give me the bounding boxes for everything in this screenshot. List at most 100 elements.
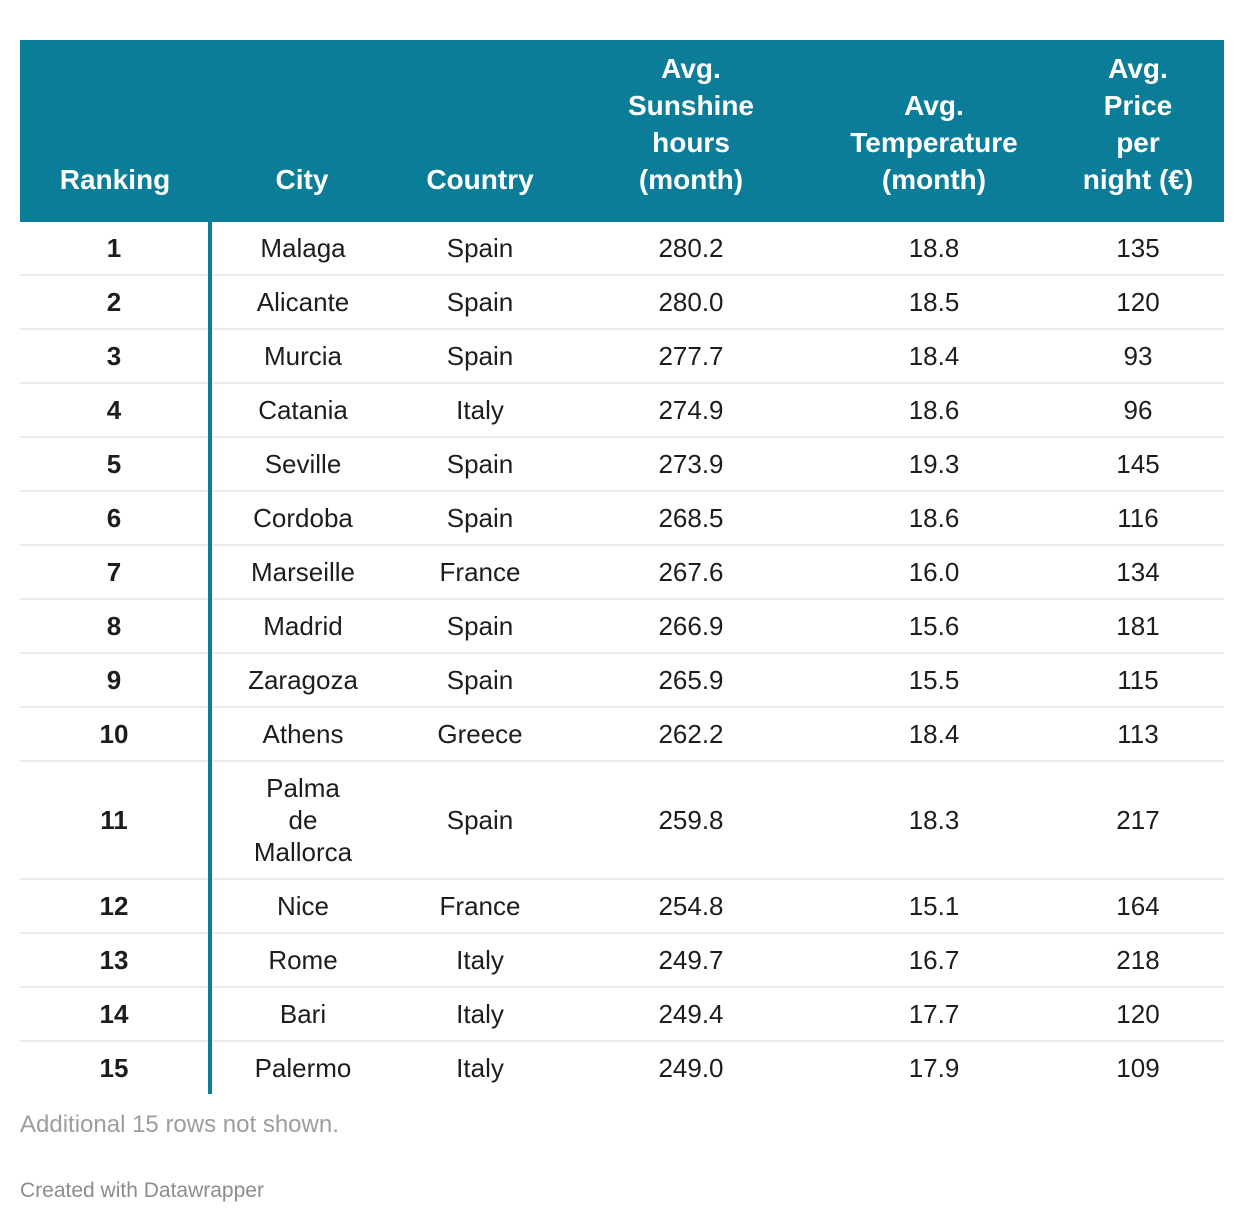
cell-ranking: 6 — [20, 491, 210, 546]
cell-sunshine: 277.7 — [566, 329, 816, 384]
cell-sunshine: 249.0 — [658, 1053, 724, 1083]
cell-city: Athens — [208, 707, 394, 762]
cell-price: 115 — [1052, 653, 1224, 708]
datawrapper-credit: Created with Datawrapper — [20, 1179, 264, 1202]
column-header-city: City — [210, 40, 394, 222]
cell-city: Rome — [208, 933, 394, 988]
column-header-temperature: Avg. Temperature (month) — [816, 40, 1052, 222]
cell-price: 181 — [1052, 599, 1224, 654]
cell-country: France — [394, 879, 566, 934]
cell-sunshine: 265.9 — [566, 653, 816, 708]
cell-ranking: 3 — [20, 329, 210, 384]
cell-ranking: 9 — [20, 653, 210, 708]
cell-ranking: 1 — [20, 222, 210, 276]
cell-temperature: 18.4 — [816, 707, 1052, 762]
cell-temperature: 19.3 — [816, 437, 1052, 492]
table-row: 6 Cordoba Spain 268.5 18.6 116 — [20, 491, 1224, 546]
table-row: 3 Murcia Spain 277.7 18.4 93 — [20, 329, 1224, 384]
table-row: 5 Seville Spain 273.9 19.3 145 — [20, 437, 1224, 492]
cell-price: 135 — [1052, 222, 1224, 276]
cell-temperature: 15.5 — [816, 653, 1052, 708]
table-row: 9 Zaragoza Spain 265.9 15.5 115 — [20, 653, 1224, 708]
cell-sunshine: 262.2 — [566, 707, 816, 762]
cell-city: Cordoba — [208, 491, 394, 546]
cell-temperature: 15.6 — [816, 599, 1052, 654]
cell-country: Spain — [394, 222, 566, 276]
cell-sunshine: 280.0 — [566, 275, 816, 330]
cell-sunshine: 266.9 — [566, 599, 816, 654]
cell-temperature: 18.6 — [816, 491, 1052, 546]
cell-temperature: 18.8 — [816, 222, 1052, 276]
cell-temperature: 15.1 — [816, 879, 1052, 934]
table-row: 8 Madrid Spain 266.9 15.6 181 — [20, 599, 1224, 654]
cell-ranking: 14 — [20, 987, 210, 1042]
cell-ranking: 10 — [20, 707, 210, 762]
cell-country: Spain — [394, 491, 566, 546]
cell-price: 145 — [1052, 437, 1224, 492]
additional-rows-note: Additional 15 rows not shown. — [20, 1111, 339, 1138]
page: Ranking City Country Avg. Sunshine hours… — [20, 40, 1224, 1202]
cell-ranking: 15 — [99, 1053, 129, 1083]
cell-price: 217 — [1052, 761, 1224, 880]
cell-price: 120 — [1052, 275, 1224, 330]
cell-country: Spain — [394, 329, 566, 384]
cell-country: Spain — [394, 761, 566, 880]
cell-temperature: 18.3 — [816, 761, 1052, 880]
cell-city: Palma de Mallorca — [208, 761, 394, 880]
cell-sunshine: 249.7 — [566, 933, 816, 988]
table-header-row: Ranking City Country Avg. Sunshine hours… — [20, 40, 1224, 222]
cell-sunshine: 268.5 — [566, 491, 816, 546]
table-row: 12 Nice France 254.8 15.1 164 — [20, 879, 1224, 934]
cell-country: Italy — [394, 383, 566, 438]
table-row: 13 Rome Italy 249.7 16.7 218 — [20, 933, 1224, 988]
cell-city: Palermo — [208, 1041, 394, 1094]
cell-ranking: 2 — [20, 275, 210, 330]
column-header-sunshine: Avg. Sunshine hours (month) — [566, 40, 816, 222]
column-header-price: Avg. Price per night (€) — [1052, 40, 1224, 222]
cell-city: Nice — [208, 879, 394, 934]
cell-price: 109 — [1116, 1053, 1160, 1083]
cell-country: Spain — [394, 599, 566, 654]
cell-temperature: 17.7 — [816, 987, 1052, 1042]
cell-sunshine: 273.9 — [566, 437, 816, 492]
table-row: 4 Catania Italy 274.9 18.6 96 — [20, 383, 1224, 438]
cell-city: Murcia — [208, 329, 394, 384]
cell-price: 116 — [1052, 491, 1224, 546]
column-header-country: Country — [394, 40, 566, 222]
cell-temperature: 18.6 — [816, 383, 1052, 438]
cell-ranking: 8 — [20, 599, 210, 654]
cell-sunshine: 267.6 — [566, 545, 816, 600]
cell-sunshine: 280.2 — [566, 222, 816, 276]
cell-country: France — [394, 545, 566, 600]
cell-price: 96 — [1052, 383, 1224, 438]
cell-country: Greece — [394, 707, 566, 762]
cell-ranking: 5 — [20, 437, 210, 492]
cell-city: Alicante — [208, 275, 394, 330]
cell-city: Catania — [208, 383, 394, 438]
cell-price: 93 — [1052, 329, 1224, 384]
table-row: 11 Palma de Mallorca Spain 259.8 18.3 21… — [20, 761, 1224, 880]
cell-country: Italy — [456, 1053, 504, 1083]
cell-temperature: 16.0 — [816, 545, 1052, 600]
cell-city: Bari — [208, 987, 394, 1042]
cell-country: Spain — [394, 275, 566, 330]
cell-price: 134 — [1052, 545, 1224, 600]
table-body: 1 Malaga Spain 280.2 18.8 135 2 Alicante… — [20, 222, 1224, 1094]
cell-sunshine: 254.8 — [566, 879, 816, 934]
cell-ranking: 11 — [20, 761, 210, 880]
cell-price: 218 — [1052, 933, 1224, 988]
cell-city: Malaga — [208, 222, 394, 276]
cell-price: 120 — [1052, 987, 1224, 1042]
table-row: 15 Palermo Italy 249.0 17.9 109 — [20, 1041, 1224, 1094]
cell-sunshine: 274.9 — [566, 383, 816, 438]
cell-sunshine: 259.8 — [566, 761, 816, 880]
cell-ranking: 13 — [20, 933, 210, 988]
cell-temperature: 18.5 — [816, 275, 1052, 330]
cell-ranking: 4 — [20, 383, 210, 438]
cell-country: Italy — [394, 987, 566, 1042]
cell-city: Madrid — [208, 599, 394, 654]
column-header-ranking: Ranking — [20, 40, 210, 222]
cell-sunshine: 249.4 — [566, 987, 816, 1042]
table-row: 2 Alicante Spain 280.0 18.5 120 — [20, 275, 1224, 330]
cell-temperature: 18.4 — [816, 329, 1052, 384]
